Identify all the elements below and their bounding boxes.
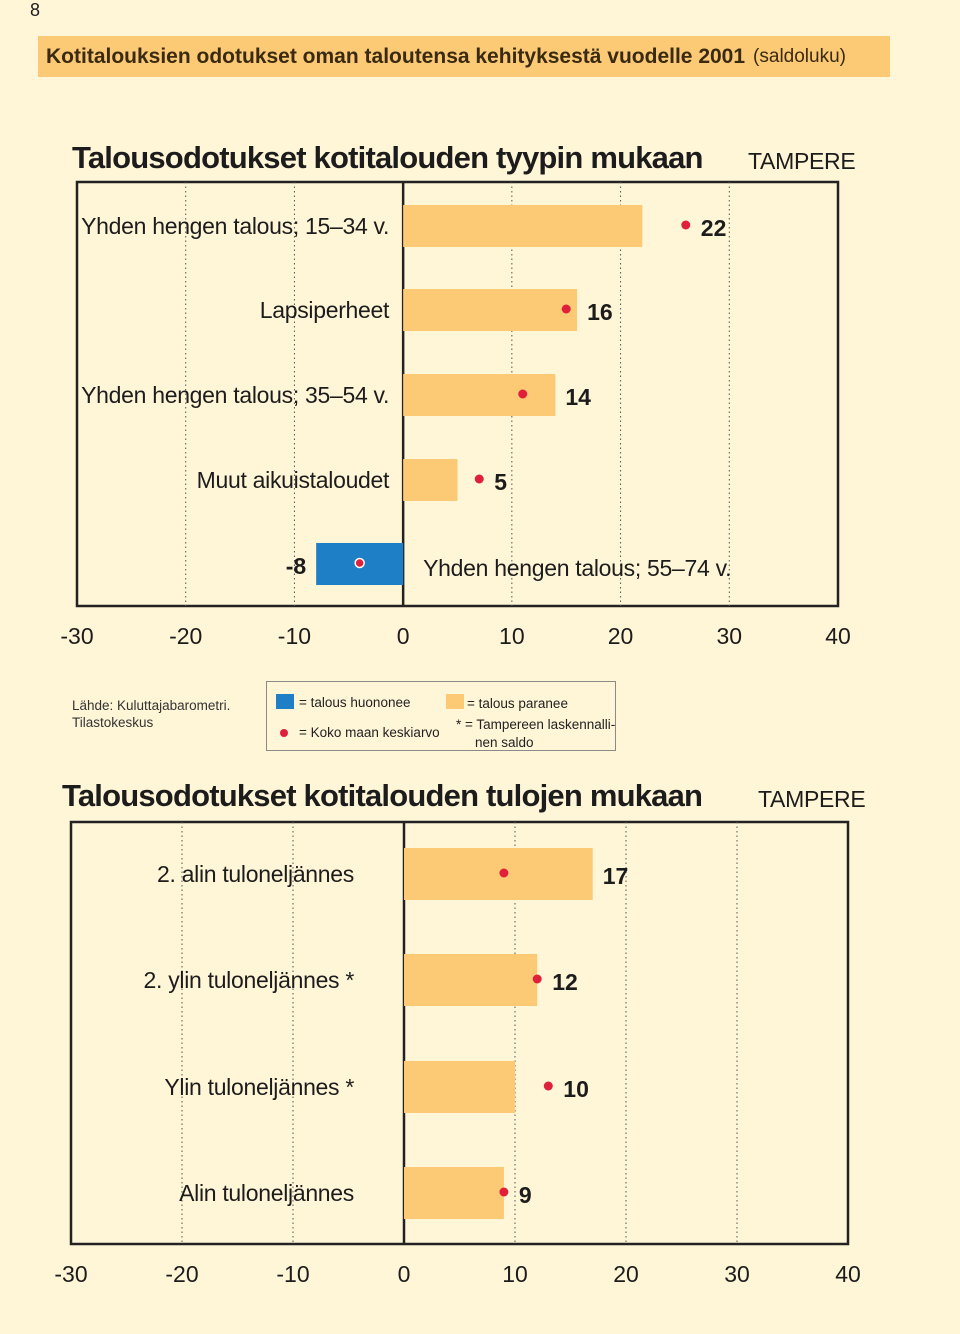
chart1-title: Talousodotukset kotitalouden tyypin muka… (72, 140, 703, 175)
bar (403, 205, 643, 247)
header-title: Kotitalouksien odotukset oman taloutensa… (46, 44, 746, 68)
legend-average-label: = Koko maan keskiarvo (299, 725, 440, 740)
legend-decline-label: = talous huononee (299, 695, 411, 710)
average-dot (518, 389, 528, 399)
x-tick-label: 30 (724, 1261, 750, 1287)
value-label: 9 (519, 1182, 532, 1208)
average-dot (354, 557, 365, 569)
average-dot (474, 474, 484, 484)
category-label: Muut aikuistaloudet (197, 467, 390, 493)
x-tick-label: 0 (398, 1261, 411, 1287)
chart2-title: Talousodotukset kotitalouden tulojen muk… (62, 778, 703, 813)
legend-note-line1: * = Tampereen laskennalli- (456, 717, 616, 732)
x-tick-label: 10 (502, 1261, 528, 1287)
legend-note-line2: nen saldo (475, 735, 534, 750)
legend-average-dot (280, 729, 288, 737)
average-dot (499, 868, 509, 878)
value-label: 14 (565, 384, 591, 410)
average-dot (499, 1187, 509, 1197)
category-label: 2. alin tuloneljännes (157, 861, 354, 887)
x-tick-label: -30 (60, 623, 93, 649)
page-number: 8 (30, 0, 41, 20)
x-tick-label: 40 (835, 1261, 861, 1287)
chart1-region: TAMPERE (748, 148, 856, 174)
category-label: Yhden hengen talous; 55–74 v. (423, 555, 731, 581)
category-label: Lapsiperheet (260, 297, 390, 323)
x-tick-label: 40 (825, 623, 851, 649)
x-tick-label: -20 (169, 623, 202, 649)
legend-box (266, 681, 616, 751)
category-label: 2. ylin tuloneljännes * (144, 967, 355, 993)
category-label: Ylin tuloneljännes * (164, 1074, 354, 1100)
x-tick-label: 30 (716, 623, 742, 649)
bar (404, 1167, 504, 1219)
plot-frame (75, 180, 840, 608)
value-label: 22 (701, 215, 727, 241)
legend-decline-swatch (276, 694, 294, 709)
category-label: Yhden hengen talous; 15–34 v. (81, 213, 389, 239)
chart2-region: TAMPERE (758, 786, 866, 812)
x-tick-label: 20 (608, 623, 634, 649)
bar (404, 1061, 515, 1113)
category-label: Yhden hengen talous; 35–54 v. (81, 382, 389, 408)
category-label: Alin tuloneljännes (179, 1180, 354, 1206)
header-subtitle: (saldoluku) (753, 45, 846, 67)
legend-improve-swatch (446, 694, 464, 709)
chart1-svg: -30 -20 -10 0 10 20 30 40 Yhden hengen talous; 1… (60, 180, 851, 649)
x-tick-label: -10 (276, 1261, 309, 1287)
value-label: 10 (563, 1076, 589, 1102)
header-band: Kotitalouksien odotukset oman taloutensa… (38, 36, 890, 77)
x-tick-label: -10 (278, 623, 311, 649)
x-tick-label: -30 (54, 1261, 87, 1287)
plot-frame (69, 820, 850, 1246)
bar (403, 289, 578, 331)
value-label: 5 (494, 469, 507, 495)
average-dot (543, 1081, 553, 1091)
average-dot (561, 304, 571, 314)
value-label: 16 (587, 299, 613, 325)
value-label: 17 (603, 863, 629, 889)
bar (404, 954, 538, 1006)
bar (404, 848, 593, 900)
legend-improve-label: = talous paranee (467, 696, 568, 711)
x-tick-label: 10 (499, 623, 525, 649)
x-tick-label: 0 (397, 623, 410, 649)
x-tick-label: -20 (165, 1261, 198, 1287)
source-line2: Tilastokeskus (72, 715, 154, 730)
value-label: 12 (552, 969, 578, 995)
source-line1: Lähde: Kuluttajabarometri. (72, 698, 231, 713)
bar (403, 374, 556, 416)
value-label: -8 (286, 553, 307, 579)
x-tick-label: 20 (613, 1261, 639, 1287)
average-dot (532, 974, 542, 984)
bar (403, 459, 458, 501)
average-dot (681, 220, 691, 230)
